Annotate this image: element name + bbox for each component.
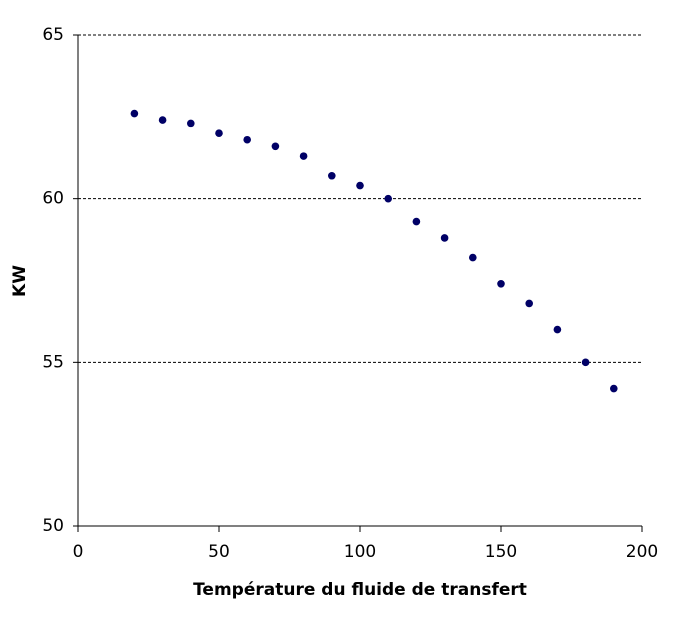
- y-tick-label: 50: [42, 516, 64, 536]
- x-axis-title: Température du fluide de transfert: [193, 580, 527, 600]
- point: [215, 129, 223, 137]
- point: [581, 358, 590, 367]
- point: [130, 109, 139, 118]
- point: [328, 171, 336, 180]
- point: [299, 152, 308, 160]
- point: [440, 234, 449, 242]
- point: [553, 325, 562, 334]
- x-tick-label: 150: [485, 542, 517, 562]
- point: [412, 217, 421, 226]
- point: [187, 119, 195, 128]
- point: [469, 253, 477, 262]
- x-tick-label: 100: [344, 542, 376, 562]
- y-tick-label: 65: [42, 25, 64, 45]
- x-tick-label: 50: [208, 542, 230, 562]
- point: [356, 181, 364, 190]
- point: [610, 384, 618, 393]
- y-tick-label: 60: [42, 189, 64, 209]
- y-tick-label: 55: [42, 352, 64, 372]
- x-tick-label: 0: [73, 542, 84, 562]
- y-axis-title: KW: [10, 265, 30, 297]
- point: [384, 194, 393, 203]
- point: [271, 142, 280, 151]
- point: [158, 116, 167, 124]
- point: [497, 279, 505, 288]
- point: [525, 299, 533, 308]
- x-tick-label: 200: [626, 542, 658, 562]
- point: [243, 135, 251, 144]
